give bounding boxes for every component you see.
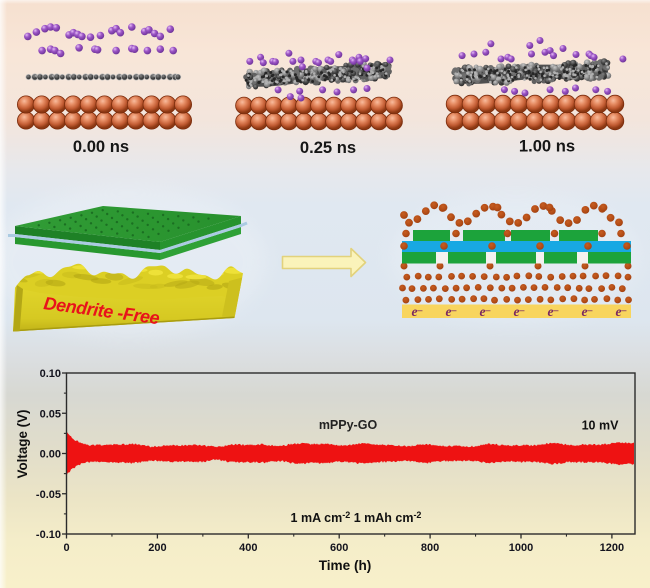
svg-text:e–: e–: [446, 304, 457, 319]
svg-text:600: 600: [330, 542, 348, 554]
svg-text:Time (h): Time (h): [319, 558, 372, 573]
svg-text:0.25 ns: 0.25 ns: [300, 138, 356, 157]
svg-text:200: 200: [148, 542, 166, 554]
svg-text:e–: e–: [582, 304, 593, 319]
svg-text:1000: 1000: [509, 542, 533, 554]
svg-text:1200: 1200: [600, 542, 624, 554]
svg-text:400: 400: [239, 542, 257, 554]
svg-text:1.00 ns: 1.00 ns: [519, 137, 575, 156]
svg-text:0.05: 0.05: [40, 408, 61, 420]
svg-text:-0.05: -0.05: [36, 489, 61, 501]
svg-text:e–: e–: [616, 304, 627, 319]
svg-text:Voltage (V): Voltage (V): [15, 410, 30, 479]
svg-text:0.00: 0.00: [40, 449, 61, 461]
svg-text:800: 800: [421, 542, 439, 554]
svg-text:0.10: 0.10: [40, 368, 61, 380]
svg-text:e–: e–: [412, 304, 423, 319]
svg-text:e–: e–: [514, 304, 525, 319]
svg-text:mPPy-GO: mPPy-GO: [319, 418, 378, 432]
svg-text:e–: e–: [480, 304, 491, 319]
svg-text:0: 0: [63, 542, 69, 554]
svg-text:0.00 ns: 0.00 ns: [73, 137, 129, 156]
svg-text:1 mA cm-2 1 mAh cm-2: 1 mA cm-2 1 mAh cm-2: [291, 510, 422, 525]
svg-text:-0.10: -0.10: [36, 529, 61, 541]
svg-text:10 mV: 10 mV: [582, 419, 619, 433]
svg-text:e–: e–: [548, 304, 559, 319]
